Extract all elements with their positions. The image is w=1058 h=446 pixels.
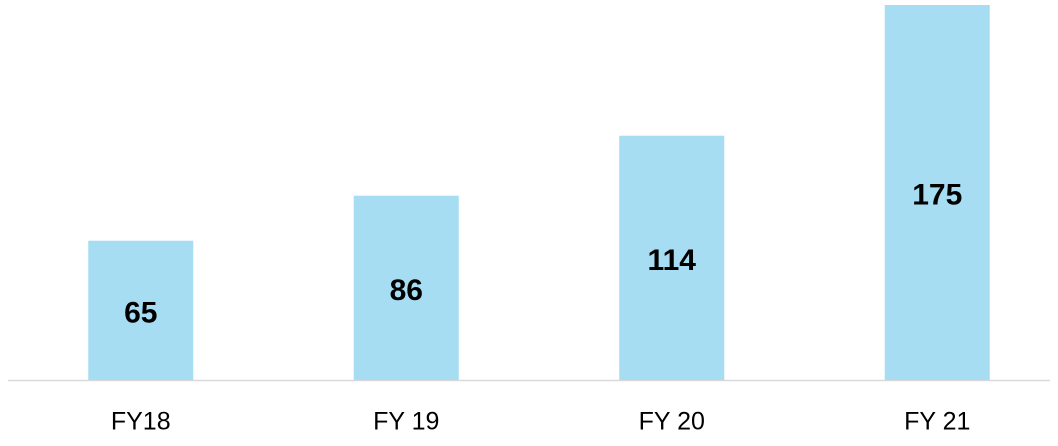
- value-label: 65: [124, 296, 157, 329]
- bar: [619, 135, 725, 380]
- value-label: 86: [390, 274, 423, 307]
- bar: [884, 5, 990, 380]
- x-tick-label: FY 21: [904, 408, 970, 436]
- value-label: 114: [648, 244, 697, 277]
- x-tick-label: FY18: [111, 408, 171, 436]
- x-tick-label: FY 20: [639, 408, 705, 436]
- bar: [353, 195, 459, 380]
- value-label: 175: [912, 178, 962, 211]
- bar: [88, 240, 194, 380]
- x-tick-label: FY 19: [373, 408, 439, 436]
